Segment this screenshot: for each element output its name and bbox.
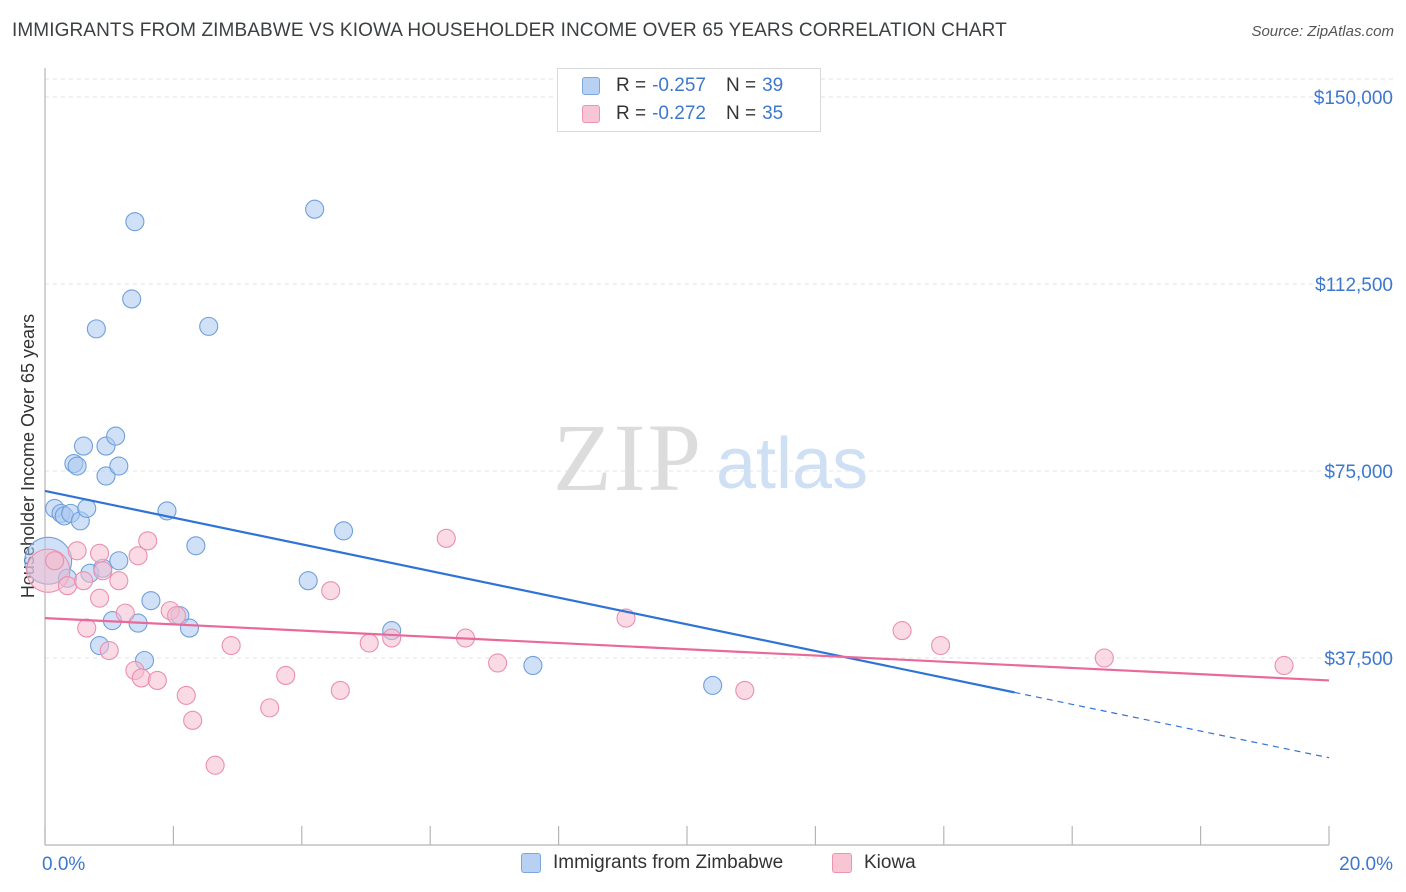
point-kiowa-22 (221, 635, 241, 656)
point-zimbabwe-25 (141, 591, 161, 611)
legend-item-kiowa[interactable]: Kiowa (832, 852, 916, 874)
point-kiowa-23 (260, 698, 280, 718)
watermark-zip: ZIP (553, 404, 703, 511)
point-zimbabwe-19 (109, 456, 129, 476)
legend-label-kiowa: Kiowa (864, 852, 916, 873)
legend-n-value-zimbabwe: 39 (762, 75, 784, 96)
y-axis-label: Householder Income Over 65 years (18, 314, 38, 598)
point-zimbabwe-21 (122, 289, 142, 309)
point-kiowa-21 (205, 755, 225, 775)
point-kiowa-7 (90, 543, 110, 563)
point-kiowa-28 (382, 628, 402, 648)
point-kiowa-18 (167, 606, 187, 626)
legend-n-label: N = (725, 75, 757, 96)
trend-line-zimbabwe (44, 489, 1015, 694)
point-kiowa-27 (359, 633, 379, 653)
point-kiowa-37 (1274, 655, 1294, 676)
y-tick-label-0: $37,500 (1324, 649, 1393, 670)
point-kiowa-11 (115, 603, 135, 623)
point-kiowa-9 (99, 640, 119, 661)
point-zimbabwe-29 (186, 536, 206, 556)
point-kiowa-29 (436, 528, 456, 548)
legend-label-zimbabwe: Immigrants from Zimbabwe (553, 852, 784, 873)
point-kiowa-13 (128, 546, 148, 566)
x-tick-label-0: 0.0% (42, 854, 85, 875)
data-points (24, 199, 1294, 775)
y-tick-label-2: $112,500 (1315, 275, 1393, 296)
point-kiowa-2 (57, 576, 78, 596)
point-kiowa-3 (67, 541, 87, 561)
point-zimbabwe-33 (333, 521, 354, 541)
point-zimbabwe-9 (67, 456, 87, 476)
source-credit: Source: ZipAtlas.com (1251, 23, 1394, 40)
point-zimbabwe-18 (106, 426, 126, 446)
legend-r-label: R = (616, 75, 647, 96)
legend-n-label: N = (725, 103, 757, 124)
trend-line-zimbabwe-extrapolated (1014, 691, 1330, 759)
point-kiowa-19 (176, 685, 196, 705)
y-tick-label-3: $150,000 (1314, 88, 1393, 109)
chart-title: IMMIGRANTS FROM ZIMBABWE VS KIOWA HOUSEH… (12, 20, 1007, 41)
point-zimbabwe-12 (86, 319, 106, 339)
legend-item-zimbabwe[interactable]: Immigrants from Zimbabwe (521, 852, 783, 874)
legend-r-value-kiowa: -0.272 (652, 103, 706, 124)
legend-row-kiowa: R = -0.272 N = 35 (582, 102, 783, 126)
point-zimbabwe-16 (96, 466, 116, 486)
legend-swatch-blue (582, 77, 600, 95)
point-zimbabwe-35 (523, 655, 543, 676)
point-kiowa-16 (147, 670, 167, 690)
y-tick-label-1: $75,000 (1324, 462, 1393, 483)
point-kiowa-35 (931, 635, 951, 656)
point-kiowa-4 (73, 571, 94, 591)
point-zimbabwe-30 (199, 316, 219, 336)
x-tick-labels: 0.0% 20.0% (42, 854, 1393, 875)
point-zimbabwe-28 (179, 618, 199, 638)
point-kiowa-31 (488, 653, 508, 673)
gridlines (45, 78, 1394, 659)
point-kiowa-33 (735, 680, 755, 700)
legend-swatch-pink (582, 105, 600, 123)
point-kiowa-25 (321, 581, 341, 601)
trend-line-kiowa (44, 617, 1330, 682)
correlation-legend: R = -0.257 N = 39 R = -0.272 N = 35 (557, 68, 821, 132)
point-zimbabwe-36 (703, 675, 723, 695)
point-kiowa-26 (330, 680, 350, 700)
point-kiowa-1 (45, 551, 65, 571)
point-kiowa-24 (276, 665, 296, 686)
point-kiowa-5 (77, 618, 97, 638)
trend-lines (44, 489, 1330, 759)
watermark-atlas: atlas (716, 424, 868, 504)
legend-row-zimbabwe: R = -0.257 N = 39 (582, 74, 783, 98)
point-kiowa-34 (892, 621, 912, 641)
point-kiowa-14 (131, 668, 151, 688)
point-kiowa-6 (90, 588, 110, 608)
legend-swatch-blue (521, 853, 541, 873)
zipatlas-watermark: ZIP atlas (553, 404, 868, 511)
point-zimbabwe-32 (305, 199, 325, 219)
point-kiowa-20 (183, 710, 203, 730)
legend-r-label: R = (616, 103, 647, 124)
point-kiowa-8 (93, 561, 113, 581)
legend-r-value-zimbabwe: -0.257 (652, 75, 706, 96)
point-zimbabwe-22 (125, 212, 145, 232)
point-kiowa-15 (138, 531, 158, 551)
y-tick-labels: $37,500 $75,000 $112,500 $150,000 (1314, 88, 1393, 670)
point-kiowa-10 (109, 571, 129, 591)
series-legend: Immigrants from Zimbabwe Kiowa (0, 852, 1406, 876)
axes (44, 68, 1330, 846)
x-tick-label-1: 20.0% (1339, 854, 1393, 875)
point-zimbabwe-6 (77, 498, 97, 518)
point-kiowa-36 (1094, 648, 1114, 668)
point-zimbabwe-31 (298, 571, 318, 591)
legend-swatch-pink (832, 853, 852, 873)
point-zimbabwe-20 (109, 551, 129, 571)
legend-n-value-kiowa: 35 (762, 103, 784, 124)
point-zimbabwe-10 (73, 436, 94, 456)
